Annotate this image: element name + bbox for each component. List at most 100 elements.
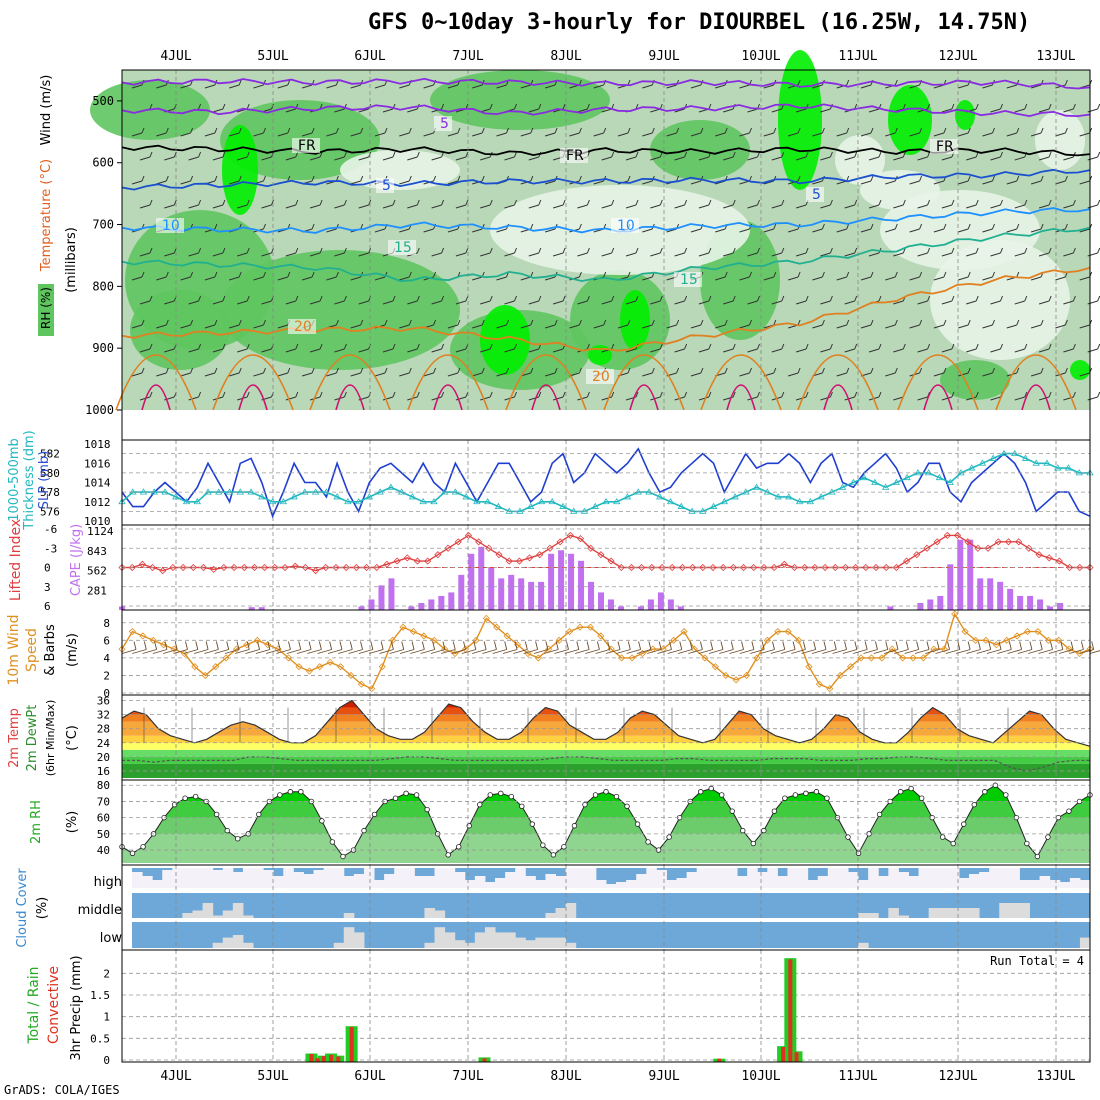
upper-wind-barb: [787, 132, 799, 137]
upper-wind-barb: [763, 180, 774, 185]
upper-wind-barb: [1016, 271, 1020, 278]
surface-wind-barb: [266, 649, 281, 654]
surface-wind-barb: [164, 641, 168, 650]
lifted-index-point: [821, 563, 829, 572]
upper-wind-barb: [173, 199, 177, 206]
upper-wind-barb: [893, 156, 904, 161]
bottom-day-label: 7JUL: [452, 1069, 483, 1084]
upper-wind-barb: [958, 180, 969, 185]
upper-wind-barb: [165, 367, 169, 374]
wind-speed-point: [284, 654, 293, 662]
upper-wind-barb: [472, 324, 483, 329]
cloud-bar: [404, 868, 415, 888]
upper-wind-barb: [1016, 175, 1020, 182]
surface-wind-barb: [863, 649, 878, 654]
rh-point: [224, 827, 230, 834]
upper-wind-barb: [360, 319, 364, 326]
cape-bar: [498, 578, 505, 610]
upper-wind-barb: [538, 391, 542, 398]
upper-wind-barb: [271, 103, 274, 110]
temp-tick-label: 36: [97, 695, 110, 708]
upper-wind-barb: [326, 132, 337, 137]
wind-speed-point: [264, 641, 272, 649]
surface-wind-barb: [657, 649, 672, 654]
bottom-day-label: 13JUL: [1036, 1069, 1075, 1084]
upper-wind-barb: [990, 252, 1001, 257]
thickness-point: [677, 502, 685, 509]
upper-wind-barb: [603, 271, 607, 278]
upper-wind-barb: [374, 228, 386, 233]
upper-wind-barb: [204, 84, 216, 89]
upper-wind-barb: [992, 319, 995, 326]
rh-point: [561, 844, 567, 850]
upper-wind-barb: [552, 252, 564, 257]
lifted-index-point: [689, 563, 697, 572]
surface-wind-barb: [967, 641, 971, 650]
upper-wind-barb: [554, 127, 558, 134]
upper-wind-barb: [229, 84, 240, 89]
upper-wind-barb: [578, 223, 582, 230]
wind-speed-point: [722, 671, 730, 680]
upper-wind-barb: [967, 223, 971, 230]
upper-wind-barb: [893, 204, 904, 209]
surface-wind-barb: [864, 641, 868, 650]
cloud-bar: [958, 878, 970, 888]
upper-wind-barb: [836, 132, 847, 137]
cloud-bar: [212, 870, 224, 888]
upper-wind-barb: [642, 84, 653, 89]
cape-bar: [657, 592, 664, 610]
upper-wind-barb: [933, 84, 945, 89]
wind-tick-label: 2: [103, 669, 110, 682]
cape-bar: [528, 581, 535, 610]
thickness-point: [1021, 454, 1030, 461]
upper-wind-barb: [797, 319, 801, 326]
upper-wind-barb: [433, 367, 437, 374]
cloud-bar: [424, 942, 436, 948]
cape-bar: [418, 602, 425, 610]
upper-wind-barb: [360, 367, 364, 374]
thickness-point: [946, 478, 954, 485]
thickness-point: [354, 497, 363, 505]
top-day-label: 12JUL: [938, 49, 977, 64]
upper-wind-barb: [1055, 132, 1066, 137]
wind-speed-point: [430, 636, 438, 644]
cape-bar: [578, 560, 585, 610]
upper-wind-barb: [894, 319, 898, 326]
cape-bar: [957, 539, 964, 610]
surface-wind-barb: [214, 649, 229, 654]
upper-wind-barb: [578, 271, 582, 278]
upper-wind-barb: [287, 367, 291, 374]
rh-point: [445, 852, 451, 858]
upper-wind-barb: [732, 199, 736, 206]
contour-label-bg: [674, 272, 702, 287]
upper-wind-barb: [943, 319, 947, 326]
lifted-index-point: [658, 563, 666, 572]
upper-wind-barb: [530, 175, 534, 182]
upper-wind-barb: [715, 228, 726, 233]
thickness-point: [387, 483, 395, 490]
upper-wind-barb: [188, 348, 199, 353]
upper-wind-barb: [1079, 324, 1090, 329]
cloud-bar: [232, 935, 244, 948]
cloud-bar: [666, 880, 678, 888]
upper-wind-barb: [360, 175, 364, 182]
rh-region: [620, 290, 650, 350]
cloud-bar: [1009, 868, 1020, 888]
upper-wind-barb: [723, 156, 734, 161]
upper-wind-barb: [1024, 391, 1028, 398]
rh-point: [256, 811, 262, 818]
cloud-bar: [444, 932, 456, 948]
cloud-bar: [807, 880, 819, 888]
thickness-point: [172, 493, 180, 500]
thickness-point: [333, 493, 341, 500]
surface-wind-barb: [452, 641, 456, 650]
upper-wind-barb: [593, 132, 604, 137]
cloud-high-label: high: [94, 875, 122, 890]
upper-wind-barb: [408, 175, 412, 182]
surface-wind-barb: [988, 641, 992, 650]
upper-wind-barb: [795, 156, 807, 161]
cloud-bar: [989, 868, 1000, 888]
upper-wind-barb: [472, 372, 483, 377]
wind-speed-point: [482, 614, 490, 622]
upper-wind-barb: [992, 271, 995, 278]
